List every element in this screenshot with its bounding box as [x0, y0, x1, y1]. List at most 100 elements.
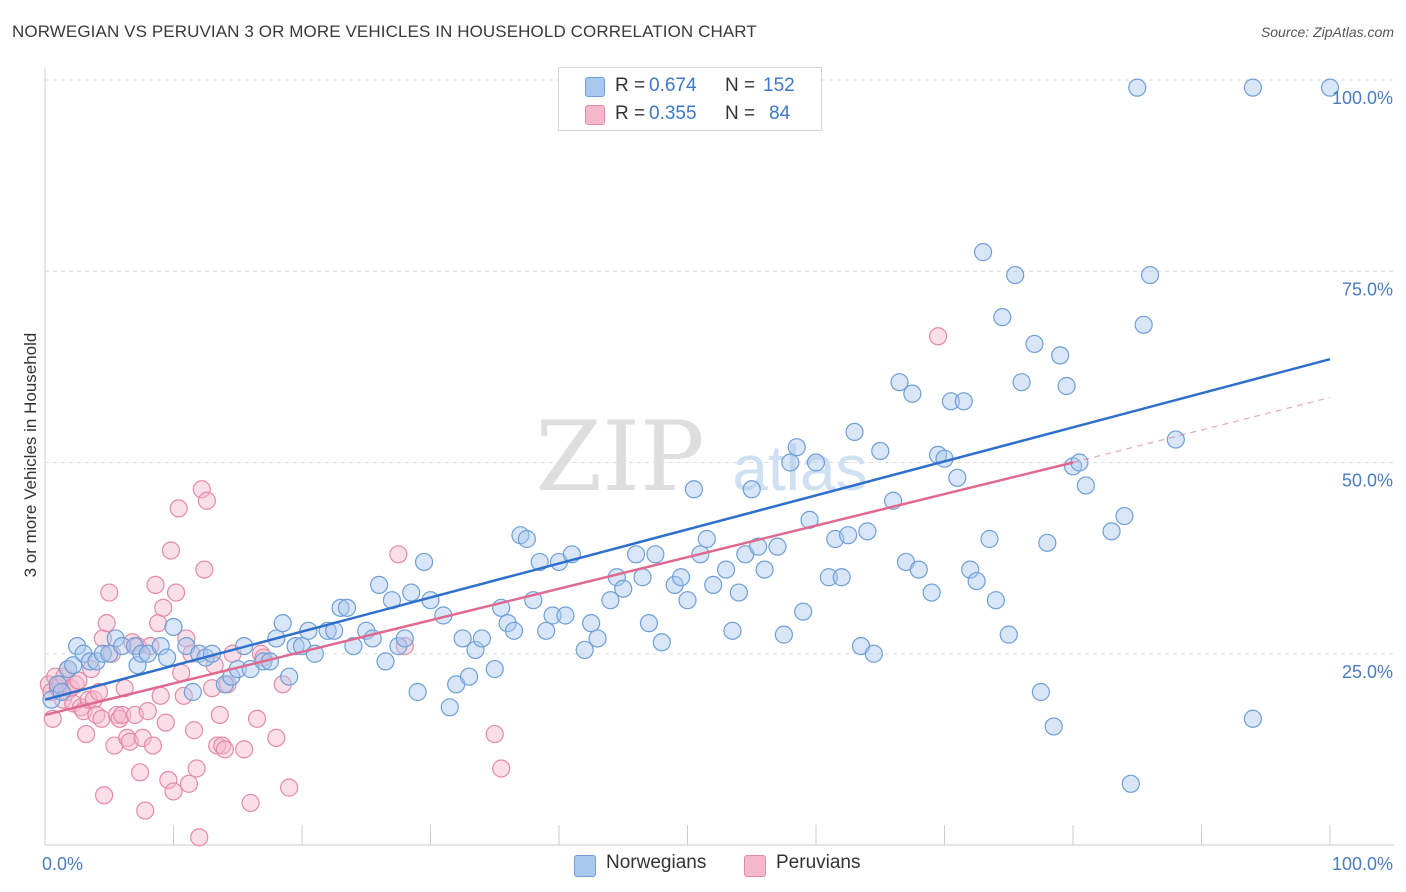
norwegian-point: [806, 453, 826, 472]
norwegian-point: [1243, 78, 1263, 97]
norwegian-point: [794, 602, 813, 621]
norwegian-point: [716, 560, 736, 579]
norwegian-point: [1128, 78, 1147, 97]
legend-n-value: 84: [769, 103, 791, 124]
norwegian-point: [1006, 265, 1025, 285]
peruvian-point: [928, 327, 948, 346]
norwegian-point: [633, 568, 652, 587]
peruvian-point: [92, 709, 111, 728]
norwegian-point: [723, 621, 742, 640]
norwegian-point: [864, 644, 883, 663]
peruvian-point: [161, 541, 181, 560]
legend-r-label: R =: [615, 103, 646, 124]
norwegian-point: [128, 656, 147, 675]
norwegian-point: [1102, 522, 1121, 541]
x-tick-label: 0.0%: [42, 854, 83, 874]
norwegian-point: [395, 629, 414, 648]
norwegian-trend-line: [44, 358, 1331, 701]
tick-labels: 25.0% 50.0% 75.0% 100.0% 0.0% 100.0%: [42, 88, 1393, 874]
bottom-legend-swatch-pink: [744, 855, 766, 877]
norwegian-point: [781, 453, 800, 472]
norwegian-point: [671, 568, 691, 587]
legend-r-value: 0.674: [649, 75, 697, 96]
peruvian-point: [184, 721, 204, 740]
norwegian-point: [614, 579, 633, 598]
peruvian-point: [210, 705, 229, 725]
norwegian-point: [183, 682, 202, 702]
norwegian-point: [370, 575, 389, 595]
peruvian-point: [492, 759, 511, 778]
peruvian-point: [156, 713, 175, 732]
peruvian-point: [169, 499, 188, 518]
norwegian-point: [1012, 373, 1031, 392]
peruvian-point: [151, 686, 170, 705]
norwegian-point: [948, 468, 967, 487]
norwegian-point: [858, 522, 877, 541]
norwegian-point: [626, 545, 646, 564]
norwegian-point: [1025, 334, 1044, 354]
y-tick-label: 25.0%: [1342, 662, 1393, 682]
norwegian-point: [459, 667, 479, 686]
norwegian-point: [684, 480, 704, 499]
norwegian-point: [408, 682, 427, 702]
peruvian-point: [187, 759, 206, 778]
norwegian-point: [954, 392, 973, 411]
peruvian-point: [190, 828, 209, 847]
norwegian-point: [344, 636, 363, 656]
norwegian-point: [504, 621, 524, 640]
x-tick-label: 100.0%: [1332, 854, 1393, 874]
norwegian-point: [575, 640, 594, 660]
norwegian-point: [819, 568, 838, 587]
norwegian-point: [376, 652, 395, 671]
peruvian-point: [166, 583, 186, 602]
peruvian-point: [215, 740, 234, 759]
norwegian-point: [157, 648, 177, 667]
watermark-zip: ZIP: [535, 401, 704, 513]
norwegian-point: [986, 591, 1006, 610]
norwegian-point: [639, 614, 659, 633]
norwegian-points: [42, 78, 1340, 793]
source-label: Source: ZipAtlas.com: [1260, 24, 1394, 40]
norwegian-point: [941, 392, 961, 411]
peruvian-point: [247, 709, 267, 728]
norwegian-point: [697, 529, 716, 549]
norwegian-point: [453, 629, 472, 648]
norwegian-point: [112, 636, 132, 656]
legend-r-value: 0.355: [649, 103, 697, 124]
norwegian-point: [93, 644, 112, 663]
norwegian-point: [1243, 709, 1263, 728]
peruvian-point: [97, 614, 116, 633]
norwegian-point: [993, 308, 1012, 327]
norwegian-point: [646, 545, 665, 564]
norwegian-point: [742, 480, 761, 499]
norwegian-point: [768, 537, 787, 556]
chart-title: NORWEGIAN VS PERUVIAN 3 OR MORE VEHICLES…: [12, 22, 757, 41]
norwegian-point: [1134, 315, 1153, 334]
peruvian-point: [143, 736, 163, 755]
norwegian-point: [839, 526, 858, 545]
peruvian-trend-extension: [1072, 396, 1331, 464]
norwegian-point: [1121, 774, 1140, 793]
norwegian-point: [472, 629, 491, 648]
norwegian-point: [582, 614, 601, 633]
norwegian-point: [1166, 430, 1185, 449]
norwegian-point: [845, 422, 864, 441]
legend-swatch-pink: [585, 105, 605, 125]
norwegian-point: [466, 640, 485, 660]
bottom-legend-label: Norwegians: [606, 852, 707, 873]
trend-lines: [44, 358, 1331, 717]
peruvian-point: [146, 575, 165, 595]
y-tick-label: 100.0%: [1332, 88, 1393, 108]
norwegian-point: [1076, 476, 1095, 495]
peruvian-point: [179, 774, 199, 793]
peruvian-point: [148, 614, 168, 633]
peruvian-point: [154, 598, 173, 617]
peruvian-point: [138, 702, 157, 721]
peruvian-point: [395, 636, 414, 656]
peruvian-point: [164, 782, 183, 801]
norwegian-point: [1140, 265, 1160, 285]
peruvian-point: [95, 786, 114, 805]
norwegian-point: [729, 583, 749, 602]
norwegian-point: [652, 633, 671, 652]
peruvian-point: [389, 545, 408, 564]
